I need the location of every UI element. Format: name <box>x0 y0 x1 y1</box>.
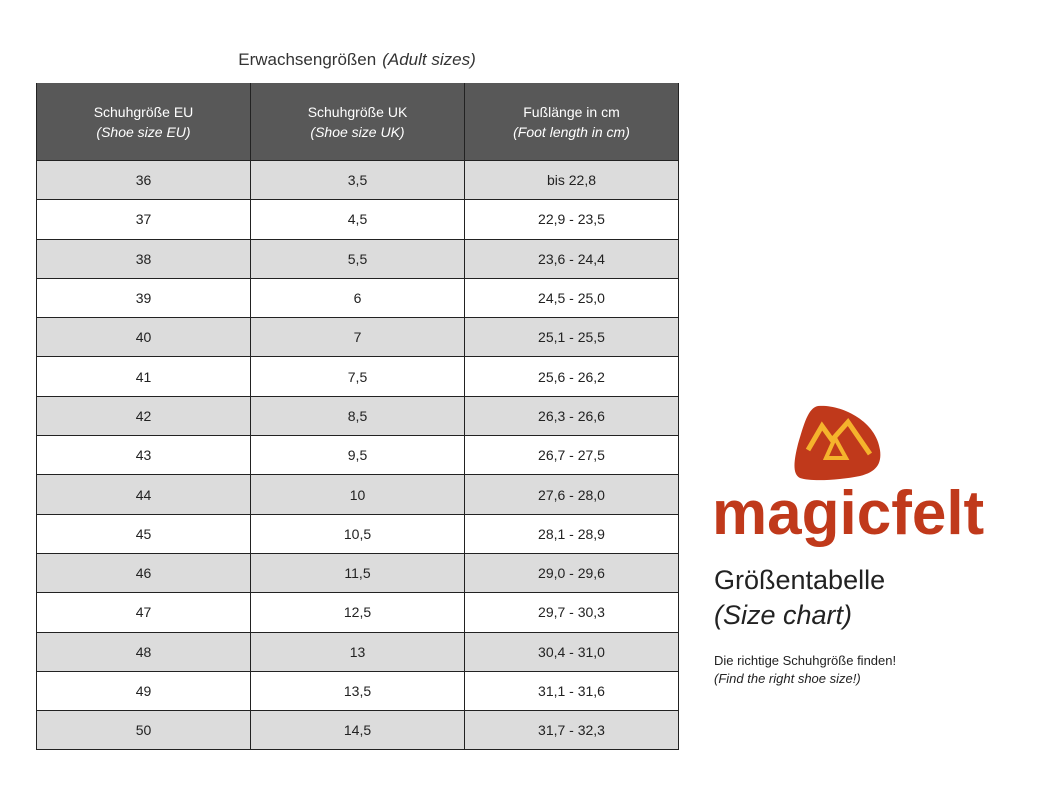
table-cell: 47 <box>36 592 251 633</box>
table-row: 37 4,5 22,9 - 23,5 <box>36 199 679 240</box>
column-header: Fußlänge in cm (Foot length in cm) <box>464 83 679 161</box>
table-cell: 13,5 <box>250 670 465 712</box>
table-cell: 26,3 - 26,6 <box>464 395 679 437</box>
table-cell: 31,7 - 32,3 <box>464 710 679 751</box>
table-cell: 29,7 - 30,3 <box>464 592 679 633</box>
table-cell: 13 <box>250 631 465 672</box>
size-table: Schuhgröße EU (Shoe size EU) Schuhgröße UK… <box>36 83 679 751</box>
table-cell: 25,1 - 25,5 <box>464 317 679 358</box>
table-row: 36 3,5 bis 22,8 <box>36 159 679 201</box>
table-cell: 26,7 - 27,5 <box>464 435 679 476</box>
table-row: 40 7 25,1 - 25,5 <box>36 317 679 358</box>
table-cell: 41 <box>36 356 251 397</box>
header-en: (Shoe size EU) <box>96 123 191 140</box>
table-cell: 40 <box>36 317 251 358</box>
title-de: Erwachsengrößen <box>238 50 377 69</box>
table-cell: bis 22,8 <box>464 159 679 201</box>
table-cell: 29,0 - 29,6 <box>464 552 679 594</box>
header-de: Schuhgröße EU <box>93 103 194 120</box>
table-cell: 36 <box>36 159 251 201</box>
table-row: 38 5,5 23,6 - 24,4 <box>36 238 679 279</box>
magicfelt-logo-mark <box>794 405 881 481</box>
table-cell: 6 <box>250 277 465 319</box>
header-en: (Shoe size UK) <box>310 123 405 140</box>
table-cell: 3,5 <box>250 159 465 201</box>
table-cell: 37 <box>36 199 251 240</box>
table-row: 47 12,5 29,7 - 30,3 <box>36 592 679 633</box>
table-cell: 25,6 - 26,2 <box>464 356 679 397</box>
table-row: 41 7,5 25,6 - 26,2 <box>36 356 679 397</box>
table-row: 48 13 30,4 - 31,0 <box>36 631 679 672</box>
table-cell: 28,1 - 28,9 <box>464 513 679 554</box>
table-cell: 27,6 - 28,0 <box>464 474 679 515</box>
column-header: Schuhgröße UK (Shoe size UK) <box>250 83 465 161</box>
table-row: 49 13,5 31,1 - 31,6 <box>36 670 679 712</box>
table-cell: 9,5 <box>250 435 465 476</box>
column-header: Schuhgröße EU (Shoe size EU) <box>36 83 251 161</box>
header-de: Schuhgröße UK <box>307 103 408 120</box>
header-en: (Foot length in cm) <box>513 123 630 140</box>
table-cell: 24,5 - 25,0 <box>464 277 679 319</box>
table-cell: 22,9 - 23,5 <box>464 199 679 240</box>
table-cell: 42 <box>36 395 251 437</box>
table-row: 44 10 27,6 - 28,0 <box>36 474 679 515</box>
table-cell: 30,4 - 31,0 <box>464 631 679 672</box>
table-cell: 4,5 <box>250 199 465 240</box>
table-cell: 38 <box>36 238 251 279</box>
table-cell: 46 <box>36 552 251 594</box>
brand-name: magicfelt <box>712 479 985 548</box>
find-size-text: Die richtige Schuhgröße finden! <box>714 653 897 668</box>
table-row: 45 10,5 28,1 - 28,9 <box>36 513 679 554</box>
table-row: 42 8,5 26,3 - 26,6 <box>36 395 679 437</box>
table-row: 43 9,5 26,7 - 27,5 <box>36 435 679 476</box>
table-cell: 39 <box>36 277 251 319</box>
table-cell: 5,5 <box>250 238 465 279</box>
table-cell: 49 <box>36 670 251 712</box>
table-cell: 50 <box>36 710 251 751</box>
table-title: Erwachsengrößen (Adult sizes) <box>36 50 678 70</box>
table-cell: 12,5 <box>250 592 465 633</box>
table-row: 50 14,5 31,7 - 32,3 <box>36 710 679 751</box>
table-cell: 10 <box>250 474 465 515</box>
table-cell: 8,5 <box>250 395 465 437</box>
size-chart-heading: Größentabelle <box>714 565 886 595</box>
table-cell: 7,5 <box>250 356 465 397</box>
table-row: 39 6 24,5 - 25,0 <box>36 277 679 319</box>
table-cell: 23,6 - 24,4 <box>464 238 679 279</box>
table-cell: 14,5 <box>250 710 465 751</box>
table-cell: 45 <box>36 513 251 554</box>
table-cell: 7 <box>250 317 465 358</box>
table-cell: 48 <box>36 631 251 672</box>
table-cell: 11,5 <box>250 552 465 594</box>
find-size-text-en: (Find the right shoe size!) <box>714 671 861 686</box>
title-en: (Adult sizes) <box>382 50 476 69</box>
table-cell: 43 <box>36 435 251 476</box>
table-cell: 44 <box>36 474 251 515</box>
table-cell: 10,5 <box>250 513 465 554</box>
header-de: Fußlänge in cm <box>523 103 620 120</box>
table-cell: 31,1 - 31,6 <box>464 670 679 712</box>
table-row: 46 11,5 29,0 - 29,6 <box>36 552 679 594</box>
size-chart-heading-en: (Size chart) <box>714 600 853 630</box>
